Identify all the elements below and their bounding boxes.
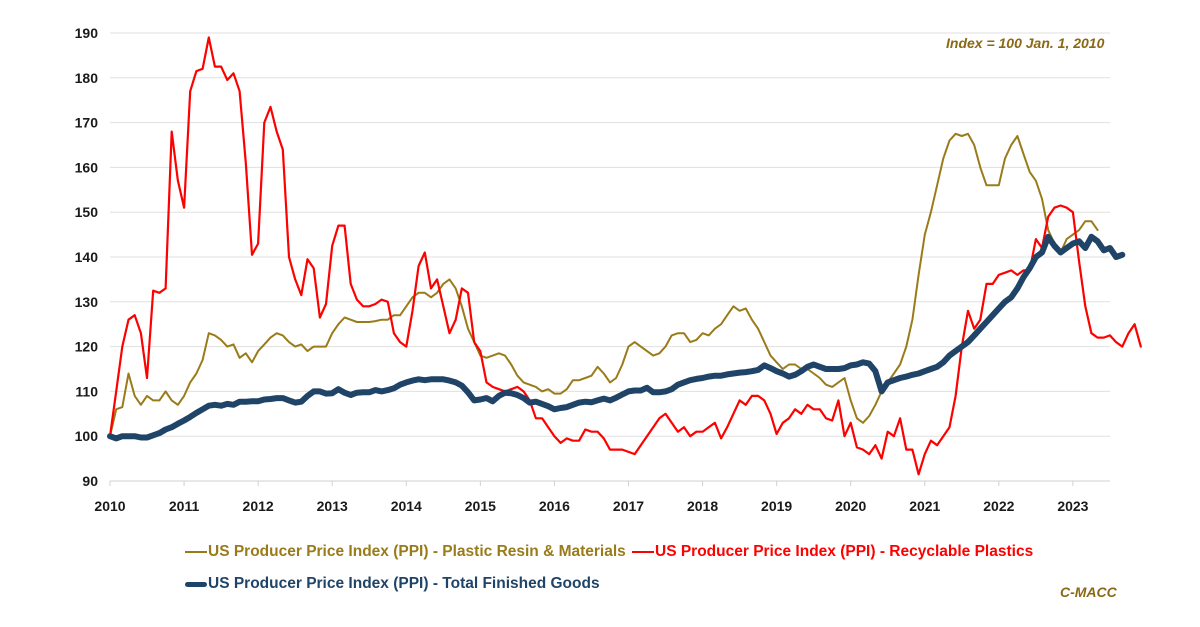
source-label: C-MACC [1060, 584, 1117, 600]
x-tick-label: 2017 [613, 498, 644, 514]
y-tick-label: 110 [75, 383, 98, 399]
legend-label-recyclable-plastics: US Producer Price Index (PPI) - Recyclab… [655, 543, 1034, 560]
x-tick-label: 2018 [687, 498, 718, 514]
x-tick-label: 2015 [465, 498, 496, 514]
x-tick-label: 2023 [1057, 498, 1088, 514]
x-tick-label: 2019 [761, 498, 792, 514]
y-tick-label: 180 [75, 70, 99, 86]
y-tick-label: 120 [75, 339, 99, 355]
legend-label-plastic-resin: US Producer Price Index (PPI) - Plastic … [208, 543, 626, 560]
series-lines [107, 36, 1142, 476]
x-tick-label: 2022 [983, 498, 1014, 514]
y-tick-label: 100 [75, 428, 99, 444]
legend-item-plastic-resin: US Producer Price Index (PPI) - Plastic … [185, 543, 626, 561]
series-line-recyclable-plastics [108, 36, 1142, 476]
y-tick-label: 170 [75, 115, 99, 131]
x-tick-label: 2014 [391, 498, 422, 514]
x-axis: 2010 2011 2012 2013 2014 2015 2016 2017 2018 2019… [94, 481, 1089, 514]
y-tick-label: 190 [75, 25, 99, 41]
y-axis-ticks: 90 100 110 120 130 140 150 160 170 180 190 [75, 25, 99, 489]
legend-swatch-recyclable-plastics [632, 550, 654, 554]
y-tick-label: 160 [75, 159, 99, 175]
x-tick-label: 2012 [243, 498, 274, 514]
legend-label-total-finished-goods: US Producer Price Index (PPI) - Total Fi… [208, 575, 600, 592]
x-tick-label: 2011 [169, 498, 200, 514]
series-line-plastic-resin [109, 132, 1099, 438]
index-base-annotation: Index = 100 Jan. 1, 2010 [946, 35, 1105, 51]
legend-item-recyclable-plastics: US Producer Price Index (PPI) - Recyclab… [632, 543, 1033, 561]
gridlines [110, 32, 1110, 482]
x-tick-label: 2016 [539, 498, 570, 514]
x-tick-label: 2013 [317, 498, 348, 514]
y-tick-label: 140 [75, 249, 99, 265]
y-tick-label: 130 [75, 294, 99, 310]
x-tick-label: 2021 [909, 498, 940, 514]
y-tick-label: 90 [82, 473, 98, 489]
y-tick-label: 150 [75, 204, 99, 220]
legend-swatch-total-finished-goods [185, 581, 207, 587]
x-tick-label: 2010 [94, 498, 125, 514]
legend-swatch-plastic-resin [185, 551, 207, 553]
legend-item-total-finished-goods: US Producer Price Index (PPI) - Total Fi… [185, 575, 600, 593]
series-line-total-finished-goods [107, 233, 1126, 442]
x-tick-label: 2020 [835, 498, 866, 514]
